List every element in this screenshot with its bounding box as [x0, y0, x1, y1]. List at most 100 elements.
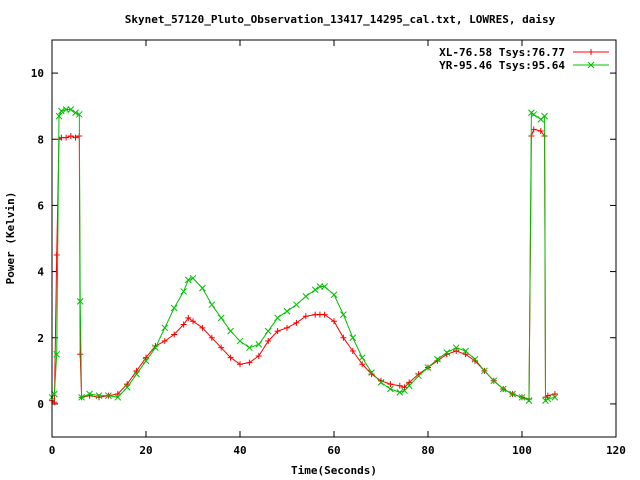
data-point-yr — [208, 301, 216, 309]
data-point-yr — [471, 355, 479, 363]
data-point-yr — [349, 334, 357, 342]
data-point-yr — [358, 354, 366, 361]
legend-label-xl: XL-76.58 Tsys:76.77 — [439, 46, 565, 59]
data-point-xl — [63, 134, 70, 141]
data-point-yr — [452, 344, 460, 352]
data-point-yr — [462, 347, 469, 355]
data-point-yr — [302, 293, 310, 300]
chart-title: Skynet_57120_Pluto_Observation_13417_142… — [125, 13, 556, 26]
data-point-yr — [368, 369, 375, 376]
data-point-xl — [453, 347, 460, 354]
data-point-yr — [443, 349, 451, 356]
data-point-yr — [481, 367, 488, 375]
data-point-xl — [293, 319, 300, 326]
x-tick-label: 20 — [139, 444, 152, 457]
data-point-yr — [283, 307, 291, 315]
data-point-yr — [518, 393, 526, 401]
data-point-xl — [114, 390, 121, 397]
legend-label-yr: YR-95.46 Tsys:95.64 — [439, 59, 565, 72]
data-point-xl — [77, 351, 84, 358]
data-point-yr — [377, 379, 385, 386]
data-point-yr — [55, 112, 63, 120]
y-axis-ticks: 0 2 4 6 8 10 — [31, 67, 616, 411]
data-point-xl — [180, 321, 187, 328]
data-point-yr — [53, 350, 61, 358]
data-point-yr — [199, 284, 206, 292]
data-point-xl — [396, 382, 403, 389]
data-point-xl — [387, 381, 394, 388]
data-point-yr — [405, 382, 413, 390]
data-point-xl — [359, 361, 366, 368]
x-tick-label: 60 — [327, 444, 340, 457]
plot-frame — [51, 39, 617, 438]
data-point-xl — [218, 344, 225, 351]
data-point-yr — [264, 327, 272, 335]
data-point-yr — [530, 111, 538, 118]
data-point-yr — [330, 291, 338, 299]
data-point-yr — [95, 392, 103, 399]
data-point-yr — [321, 283, 328, 290]
y-tick-label: 6 — [37, 199, 44, 212]
legend-marker-yr — [587, 61, 595, 69]
data-point-yr — [123, 384, 131, 391]
data-point-xl — [349, 347, 356, 354]
series-group — [48, 106, 559, 406]
data-point-xl — [331, 318, 337, 325]
data-point-xl — [72, 134, 79, 141]
data-point-yr — [293, 301, 300, 309]
x-tick-label: 100 — [512, 444, 532, 457]
data-point-yr — [170, 304, 178, 312]
data-point-xl — [406, 379, 413, 386]
data-point-xl — [321, 311, 328, 318]
data-point-yr — [227, 327, 234, 335]
data-point-yr — [161, 324, 169, 332]
data-point-xl — [462, 351, 469, 358]
data-point-xl — [401, 384, 408, 391]
data-point-yr — [75, 111, 83, 118]
data-point-xl — [67, 132, 74, 139]
data-point-xl — [537, 127, 544, 134]
data-point-yr — [114, 393, 122, 401]
data-point-yr — [142, 357, 150, 365]
data-point-yr — [434, 355, 441, 363]
y-tick-label: 8 — [37, 133, 44, 146]
data-point-xl — [265, 338, 272, 345]
data-point-yr — [246, 344, 253, 352]
data-point-yr — [217, 314, 225, 322]
x-axis-label: Time(Seconds) — [291, 464, 377, 477]
data-point-xl — [171, 331, 178, 338]
data-point-xl — [237, 361, 243, 368]
data-point-yr — [415, 372, 422, 380]
data-point-xl — [227, 354, 234, 361]
data-point-xl — [340, 334, 347, 341]
data-point-yr — [72, 109, 79, 117]
data-point-yr — [189, 274, 197, 282]
data-point-yr — [509, 390, 516, 398]
data-point-yr — [184, 276, 192, 284]
data-point-xl — [161, 338, 168, 345]
data-point-yr — [58, 107, 65, 115]
data-point-xl — [246, 359, 253, 366]
data-point-xl — [255, 352, 262, 359]
data-point-xl — [208, 334, 215, 341]
data-point-yr — [499, 385, 507, 393]
data-point-yr — [525, 397, 533, 404]
data-point-xl — [274, 328, 281, 335]
data-point-yr — [311, 286, 319, 294]
x-tick-label: 80 — [421, 444, 434, 457]
series-xl — [49, 126, 558, 406]
data-point-yr — [67, 106, 75, 113]
data-point-xl — [551, 390, 558, 397]
data-point-yr — [396, 388, 404, 396]
data-point-yr — [387, 385, 394, 393]
data-point-yr — [152, 344, 159, 352]
x-tick-label: 120 — [606, 444, 626, 457]
data-point-xl — [302, 313, 309, 320]
y-tick-label: 10 — [31, 67, 44, 80]
data-point-yr — [544, 395, 552, 403]
data-point-yr — [551, 393, 559, 401]
series-yr — [48, 106, 559, 404]
